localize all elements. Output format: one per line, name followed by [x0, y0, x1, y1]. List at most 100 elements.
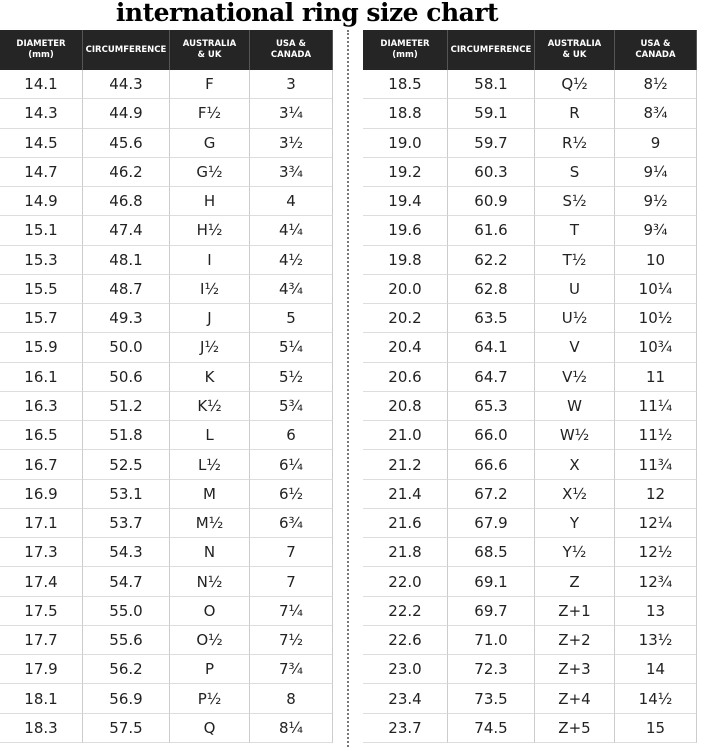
- table-cell: 56.9: [83, 684, 170, 714]
- table-cell: 15.1: [0, 216, 83, 246]
- table-cell: X½: [535, 479, 615, 509]
- table-cell: 10½: [615, 304, 697, 334]
- table-cell: 9½: [615, 187, 697, 217]
- table-cell: 57.5: [83, 713, 170, 743]
- title: international ring size chart: [115, 0, 499, 27]
- table-cell: 50.0: [83, 333, 170, 363]
- table-cell: 58.1: [448, 70, 535, 100]
- table-cell: N: [170, 538, 250, 568]
- divider: [347, 30, 349, 747]
- table-cell: K½: [170, 391, 250, 422]
- table-cell: 5¾: [250, 391, 333, 422]
- table-cell: 3¼: [250, 99, 333, 129]
- table-cell: 48.1: [83, 245, 170, 275]
- table-cell: 12¾: [615, 567, 697, 597]
- table-cell: 44.3: [83, 70, 170, 100]
- table-cell: 66.6: [448, 450, 535, 480]
- table-cell: 7¾: [250, 655, 333, 685]
- table-cell: 7¼: [250, 596, 333, 626]
- table-cell: 10¾: [615, 333, 697, 363]
- table-cell: 6: [250, 421, 333, 451]
- table-cell: 22.2: [363, 596, 448, 626]
- table-cell: 18.5: [363, 70, 448, 100]
- table-cell: 10¼: [615, 274, 697, 305]
- table-cell: H½: [170, 216, 250, 246]
- table-cell: G½: [170, 157, 250, 188]
- table-cell: 11¼: [615, 391, 697, 422]
- table-cell: 22.0: [363, 567, 448, 597]
- table-cell: G: [170, 128, 250, 158]
- table-cell: 6¼: [250, 450, 333, 480]
- table-cell: 49.3: [83, 304, 170, 334]
- column-header: AUSTRALIA & UK: [170, 30, 250, 70]
- table-cell: I½: [170, 274, 250, 305]
- table-cell: 15.3: [0, 245, 83, 275]
- table-cell: M: [170, 479, 250, 509]
- table-cell: 3¾: [250, 157, 333, 188]
- table-cell: 9: [615, 128, 697, 158]
- table-cell: 8: [250, 684, 333, 714]
- table-cell: 5: [250, 304, 333, 334]
- table-cell: 17.4: [0, 567, 83, 597]
- table-cell: 64.1: [448, 333, 535, 363]
- table-cell: 3: [250, 70, 333, 100]
- table-cell: 46.2: [83, 157, 170, 188]
- column-header: DIAMETER (mm): [363, 30, 448, 70]
- table-cell: 5½: [250, 362, 333, 392]
- table-cell: 19.4: [363, 187, 448, 217]
- table-cell: 73.5: [448, 684, 535, 714]
- table-cell: 66.0: [448, 421, 535, 451]
- table-cell: Q: [170, 713, 250, 743]
- table-cell: V: [535, 333, 615, 363]
- column-header: CIRCUMFERENCE: [83, 30, 170, 70]
- table-cell: 13½: [615, 625, 697, 656]
- table-cell: 9¾: [615, 216, 697, 246]
- table-cell: 11½: [615, 421, 697, 451]
- table-cell: 62.8: [448, 274, 535, 305]
- table-cell: F: [170, 70, 250, 100]
- column-header: CIRCUMFERENCE: [448, 30, 535, 70]
- table-cell: 67.2: [448, 479, 535, 509]
- column-header: USA & CANADA: [250, 30, 333, 70]
- table-cell: 61.6: [448, 216, 535, 246]
- table-cell: 23.0: [363, 655, 448, 685]
- table-cell: 23.4: [363, 684, 448, 714]
- table-cell: F½: [170, 99, 250, 129]
- table-cell: 52.5: [83, 450, 170, 480]
- table-cell: 8¼: [250, 713, 333, 743]
- table-cell: Z: [535, 567, 615, 597]
- table-cell: 21.4: [363, 479, 448, 509]
- table-cell: 48.7: [83, 274, 170, 305]
- table-cell: Y½: [535, 538, 615, 568]
- table-cell: 14½: [615, 684, 697, 714]
- table-cell: 10: [615, 245, 697, 275]
- table-cell: 17.1: [0, 508, 83, 539]
- table-cell: 14.3: [0, 99, 83, 129]
- table-cell: 16.3: [0, 391, 83, 422]
- table-cell: 65.3: [448, 391, 535, 422]
- table-cell: 6½: [250, 479, 333, 509]
- table-cell: 9¼: [615, 157, 697, 188]
- table-cell: 5¼: [250, 333, 333, 363]
- table-cell: U: [535, 274, 615, 305]
- table-cell: 50.6: [83, 362, 170, 392]
- table-cell: 7: [250, 567, 333, 597]
- table-cell: Z+5: [535, 713, 615, 743]
- table-cell: 14.1: [0, 70, 83, 100]
- column-header: USA & CANADA: [615, 30, 697, 70]
- table-cell: P: [170, 655, 250, 685]
- table-cell: 17.5: [0, 596, 83, 626]
- table-cell: 6¾: [250, 508, 333, 539]
- table-cell: I: [170, 245, 250, 275]
- table-cell: 55.0: [83, 596, 170, 626]
- table-cell: 15: [615, 713, 697, 743]
- table-cell: 23.7: [363, 713, 448, 743]
- table-cell: 53.1: [83, 479, 170, 509]
- table-cell: S: [535, 157, 615, 188]
- table-cell: 12: [615, 479, 697, 509]
- table-cell: O½: [170, 625, 250, 656]
- table-cell: 59.7: [448, 128, 535, 158]
- column-header: DIAMETER (mm): [0, 30, 83, 70]
- table-cell: 7: [250, 538, 333, 568]
